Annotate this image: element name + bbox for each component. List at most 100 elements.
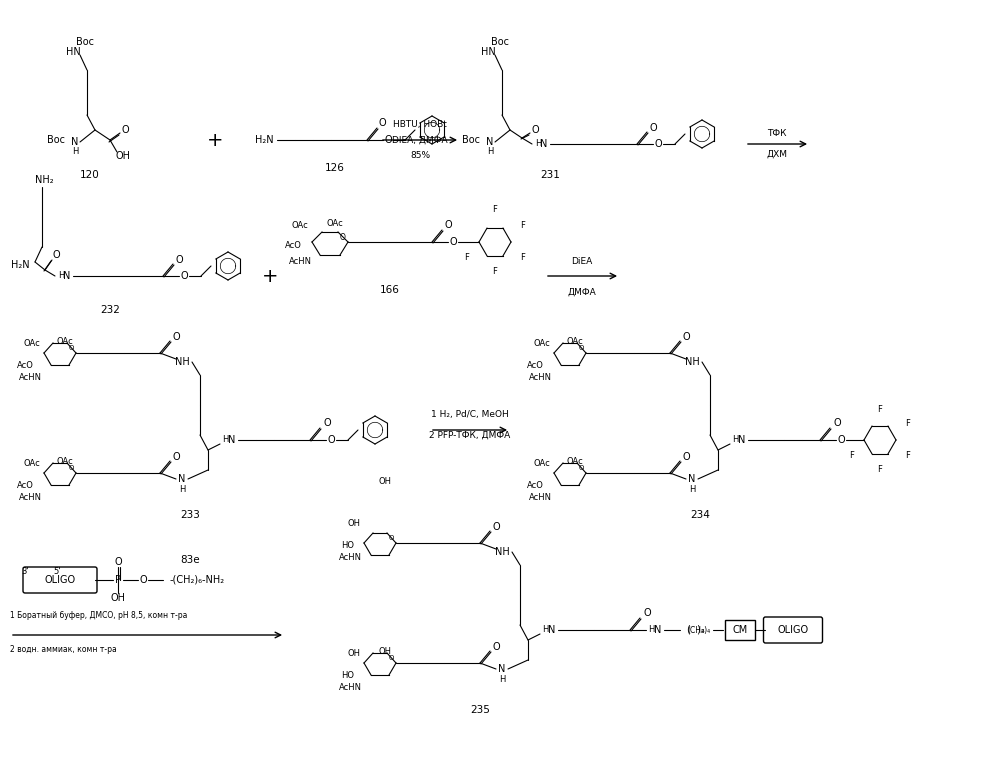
Text: OH: OH bbox=[378, 647, 392, 657]
Text: Boc: Boc bbox=[462, 135, 480, 145]
Bar bbox=[725, 620, 755, 640]
Text: HBTU, HOBt: HBTU, HOBt bbox=[393, 121, 447, 130]
Text: O: O bbox=[449, 237, 457, 247]
Text: O: O bbox=[492, 642, 500, 652]
Text: OAc: OAc bbox=[533, 339, 550, 348]
Text: O: O bbox=[682, 332, 690, 342]
Text: (CH₂)₄: (CH₂)₄ bbox=[687, 625, 710, 635]
Text: O: O bbox=[444, 220, 452, 230]
Text: 120: 120 bbox=[80, 170, 100, 180]
Text: N: N bbox=[498, 664, 506, 674]
Text: O: O bbox=[384, 135, 392, 145]
Text: O: O bbox=[649, 123, 657, 133]
Text: OAc: OAc bbox=[291, 222, 308, 231]
Text: N: N bbox=[486, 137, 494, 147]
Text: NH₂: NH₂ bbox=[35, 175, 54, 185]
Text: HN: HN bbox=[481, 47, 495, 57]
Text: O: O bbox=[492, 522, 500, 532]
Text: OLIGO: OLIGO bbox=[44, 575, 76, 585]
Text: OAc: OAc bbox=[57, 338, 73, 347]
Text: DiEA: DiEA bbox=[571, 257, 593, 266]
Text: 233: 233 bbox=[180, 510, 200, 520]
Text: AcO: AcO bbox=[527, 361, 544, 370]
Text: 5': 5' bbox=[53, 568, 61, 577]
Text: O: O bbox=[578, 345, 584, 351]
Text: 3': 3' bbox=[21, 568, 29, 577]
Text: H: H bbox=[542, 625, 548, 635]
Text: F: F bbox=[465, 254, 469, 263]
Text: OAc: OAc bbox=[23, 458, 40, 468]
Text: O: O bbox=[340, 232, 346, 241]
Text: 234: 234 bbox=[690, 510, 710, 520]
Text: OH: OH bbox=[116, 151, 130, 161]
Text: H: H bbox=[222, 436, 228, 445]
Text: HN: HN bbox=[66, 47, 80, 57]
Text: OLIGO: OLIGO bbox=[777, 625, 809, 635]
Text: AcHN: AcHN bbox=[529, 373, 552, 382]
Text: N: N bbox=[548, 625, 556, 635]
Text: H: H bbox=[499, 676, 505, 685]
Text: O: O bbox=[68, 465, 74, 471]
Text: O: O bbox=[121, 125, 129, 135]
Text: AcHN: AcHN bbox=[339, 682, 362, 691]
Text: Boc: Boc bbox=[76, 37, 94, 47]
Text: O: O bbox=[654, 139, 662, 149]
Text: 2 водн. аммиак, комн т-ра: 2 водн. аммиак, комн т-ра bbox=[10, 645, 117, 654]
Text: OAc: OAc bbox=[567, 338, 583, 347]
Text: F: F bbox=[878, 465, 882, 474]
Text: OH: OH bbox=[378, 477, 392, 487]
Text: AcO: AcO bbox=[17, 480, 34, 490]
Text: AcO: AcO bbox=[527, 480, 544, 490]
Text: O: O bbox=[837, 435, 845, 445]
Text: 1 Боратный буфер, ДМСО, pH 8,5, комн т-ра: 1 Боратный буфер, ДМСО, pH 8,5, комн т-р… bbox=[10, 610, 187, 619]
Text: N: N bbox=[178, 474, 186, 484]
Text: 231: 231 bbox=[540, 170, 560, 180]
Text: +: + bbox=[262, 266, 278, 285]
Text: O: O bbox=[833, 418, 841, 428]
Text: N: N bbox=[654, 625, 662, 635]
Text: -(CH₂)₆-NH₂: -(CH₂)₆-NH₂ bbox=[170, 575, 225, 585]
Text: O: O bbox=[180, 271, 188, 281]
Text: H: H bbox=[72, 147, 78, 156]
Text: 232: 232 bbox=[100, 305, 120, 315]
Text: O: O bbox=[378, 118, 386, 128]
Text: OAc: OAc bbox=[23, 339, 40, 348]
Text: F: F bbox=[906, 420, 910, 429]
Text: (  )₄: ( )₄ bbox=[687, 625, 705, 635]
Text: H: H bbox=[732, 436, 738, 445]
Text: H: H bbox=[487, 147, 493, 156]
Text: O: O bbox=[52, 250, 60, 260]
Text: F: F bbox=[521, 222, 525, 231]
Text: Boc: Boc bbox=[491, 37, 509, 47]
Text: 83e: 83e bbox=[180, 555, 200, 565]
Text: O: O bbox=[388, 655, 394, 661]
Text: F: F bbox=[906, 452, 910, 461]
Text: O: O bbox=[531, 125, 539, 135]
Text: N: N bbox=[688, 474, 696, 484]
Text: H: H bbox=[648, 625, 654, 635]
Text: ТФК: ТФК bbox=[767, 130, 787, 138]
Text: H₂N: H₂N bbox=[255, 135, 274, 145]
Text: CM: CM bbox=[732, 625, 748, 635]
Text: HO: HO bbox=[341, 540, 354, 550]
Text: F: F bbox=[493, 206, 497, 215]
Text: AcO: AcO bbox=[17, 361, 34, 370]
Text: NH: NH bbox=[495, 547, 509, 557]
Text: HO: HO bbox=[341, 670, 354, 679]
Text: O: O bbox=[114, 557, 122, 567]
Text: N: N bbox=[71, 137, 79, 147]
Text: O: O bbox=[578, 465, 584, 471]
Text: ДМФА: ДМФА bbox=[568, 288, 596, 297]
Text: Boc: Boc bbox=[47, 135, 65, 145]
Text: F: F bbox=[878, 405, 882, 414]
Text: F: F bbox=[850, 452, 854, 461]
Text: AcO: AcO bbox=[285, 241, 302, 250]
Text: O: O bbox=[682, 452, 690, 462]
Text: ДХМ: ДХМ bbox=[767, 150, 788, 159]
Text: 85%: 85% bbox=[410, 150, 430, 159]
Text: AcHN: AcHN bbox=[19, 373, 42, 382]
Text: O: O bbox=[172, 452, 180, 462]
Text: O: O bbox=[388, 535, 394, 541]
Text: NH: NH bbox=[685, 357, 699, 367]
Text: 235: 235 bbox=[470, 705, 490, 715]
